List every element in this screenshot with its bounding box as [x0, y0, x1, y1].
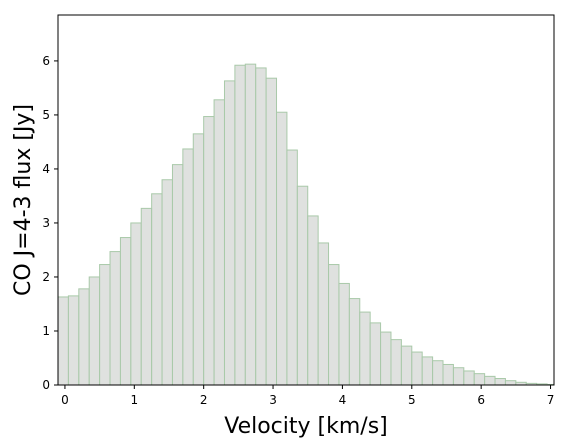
y-tick-label: 4	[42, 162, 50, 176]
histogram-bar	[286, 149, 298, 386]
bars-layer	[57, 63, 555, 386]
y-tick-label: 5	[42, 108, 50, 122]
x-tick-label: 0	[61, 393, 69, 407]
x-tick-label: 1	[130, 393, 138, 407]
histogram-bar	[452, 367, 465, 386]
histogram-bar	[119, 237, 132, 386]
histogram-bar	[151, 193, 163, 386]
histogram-bar	[130, 222, 142, 386]
histogram-bar	[88, 276, 101, 386]
histogram-bar	[213, 99, 225, 386]
histogram-bar	[380, 331, 392, 386]
histogram-bar	[255, 67, 267, 386]
histogram-bar	[161, 179, 173, 386]
histogram-bar	[57, 296, 69, 386]
histogram-bar	[369, 322, 382, 386]
histogram-bar	[494, 378, 506, 386]
histogram-bar	[223, 80, 236, 386]
y-tick-label: 0	[42, 378, 50, 392]
histogram-bar	[182, 148, 194, 386]
histogram-bar	[265, 77, 278, 386]
x-tick-label: 6	[477, 393, 485, 407]
histogram-bar	[99, 264, 111, 386]
plot-frame	[57, 14, 555, 386]
histogram-bar	[171, 164, 184, 386]
histogram-bar	[78, 288, 90, 386]
y-tick-label: 1	[42, 324, 50, 338]
histogram-bar	[390, 339, 402, 386]
histogram-bar	[296, 185, 309, 386]
histogram-bar	[140, 207, 153, 386]
y-tick-label: 3	[42, 216, 50, 230]
histogram-bar	[192, 133, 205, 386]
y-tick-label: 6	[42, 54, 50, 68]
histogram-bar	[504, 380, 517, 386]
histogram-bar	[338, 282, 350, 386]
histogram-bar	[484, 375, 496, 386]
y-axis: 0 1 2 3 4 5 6	[42, 54, 58, 392]
x-tick-label: 4	[339, 393, 347, 407]
histogram-bar	[203, 116, 215, 386]
x-tick-label: 7	[547, 393, 555, 407]
y-axis-label: CO J=4-3 flux [Jy]	[11, 104, 36, 296]
histogram-bar	[463, 370, 475, 386]
histogram-bar	[317, 242, 330, 386]
histogram-bar	[442, 363, 454, 386]
x-tick-label: 2	[200, 393, 208, 407]
y-tick-label: 2	[42, 270, 50, 284]
histogram-bar	[276, 111, 288, 386]
histogram-bar	[244, 63, 257, 386]
histogram-bar	[432, 360, 444, 386]
histogram-bar	[234, 64, 246, 386]
histogram-bar	[307, 215, 319, 386]
histogram-bar	[328, 264, 340, 386]
x-axis: 0 1 2 3 4 5 6 7	[61, 385, 554, 407]
histogram-bar	[109, 251, 121, 386]
histogram-bar	[411, 351, 423, 386]
x-axis-label: Velocity [km/s]	[224, 414, 388, 439]
histogram-bar	[421, 356, 434, 386]
histogram-bar	[67, 295, 80, 386]
x-tick-label: 5	[408, 393, 416, 407]
histogram-bar	[400, 345, 413, 386]
x-tick-label: 3	[269, 393, 277, 407]
histogram-bar	[359, 311, 371, 386]
histogram-bar	[348, 298, 361, 386]
histogram-bar	[473, 373, 486, 386]
